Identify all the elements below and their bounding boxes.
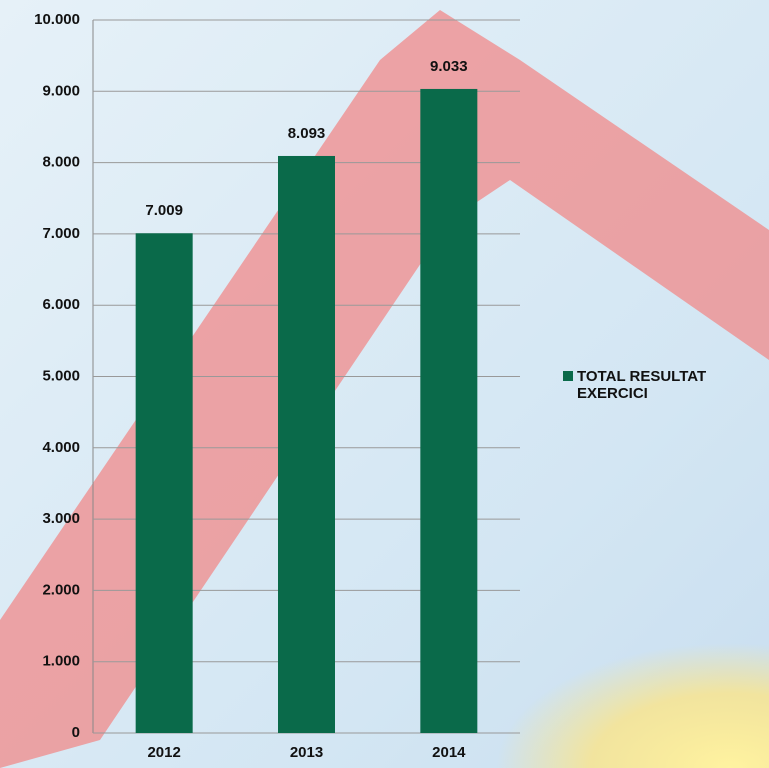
legend-swatch xyxy=(563,371,573,381)
y-tick-label: 3.000 xyxy=(42,510,80,527)
y-tick-label: 4.000 xyxy=(42,439,80,456)
data-label: 8.093 xyxy=(288,125,326,142)
y-tick-label: 8.000 xyxy=(42,154,80,171)
y-tick-label: 10.000 xyxy=(34,11,80,28)
x-tick-label: 2012 xyxy=(147,744,180,761)
page: 0 1.000 2.000 3.000 4.000 5.000 6.000 7.000 8.00… xyxy=(0,0,769,768)
bar xyxy=(278,156,335,733)
legend: TOTAL RESULTAT EXERCICI xyxy=(563,368,763,402)
y-tick-label: 2.000 xyxy=(42,581,80,598)
y-tick-label: 0 xyxy=(72,724,80,741)
y-tick-label: 5.000 xyxy=(42,367,80,384)
y-tick-label: 7.000 xyxy=(42,225,80,242)
bar xyxy=(136,233,193,733)
data-label: 9.033 xyxy=(430,58,468,75)
y-tick-label: 9.000 xyxy=(42,82,80,99)
data-label: 7.009 xyxy=(145,202,183,219)
x-tick-label: 2013 xyxy=(290,744,323,761)
legend-label: TOTAL RESULTAT EXERCICI xyxy=(577,368,763,402)
x-tick-label: 2014 xyxy=(432,744,466,761)
y-tick-label: 1.000 xyxy=(42,653,80,670)
bar xyxy=(420,89,477,733)
y-tick-label: 6.000 xyxy=(42,296,80,313)
